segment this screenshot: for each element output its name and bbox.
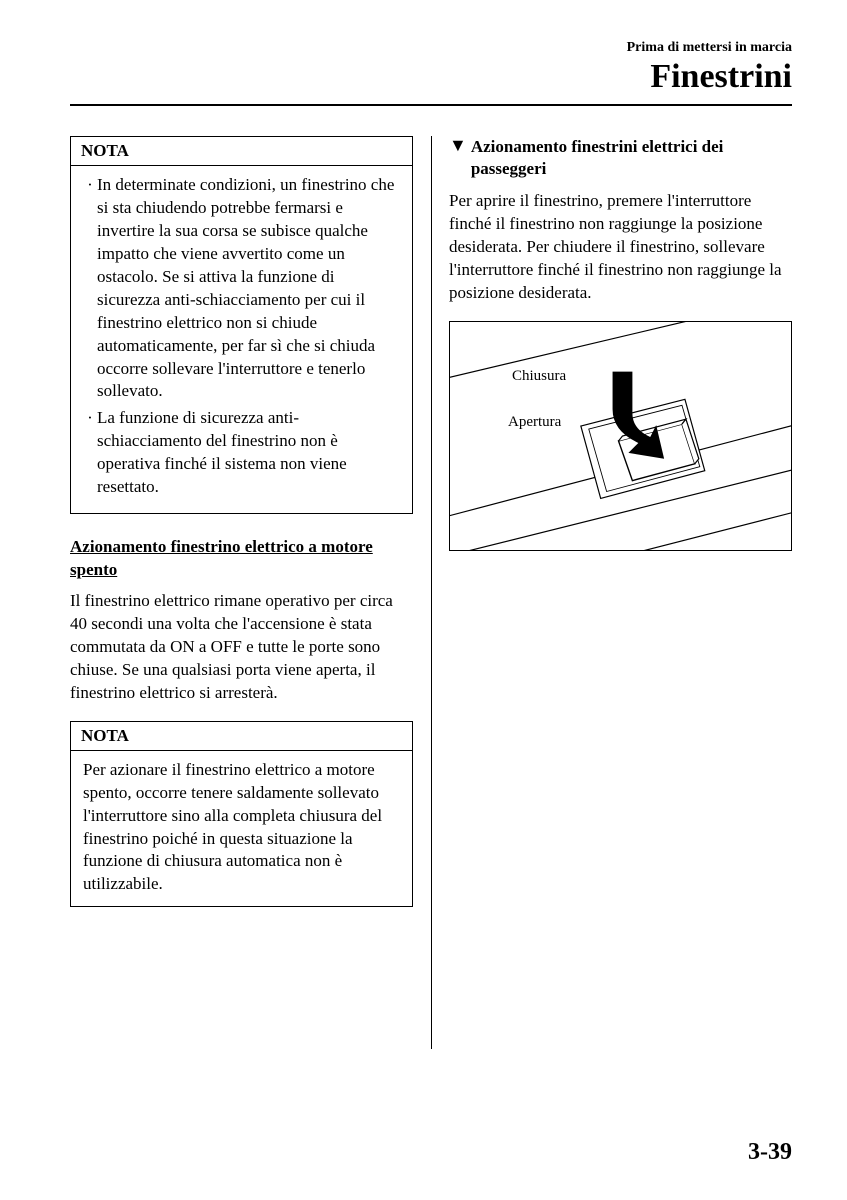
bullet-text: La funzione di sicurezza anti-schiacciam…	[97, 407, 400, 499]
page-header: Prima di mettersi in marcia Finestrini	[70, 40, 792, 96]
page-title: Finestrini	[70, 58, 792, 96]
triangle-down-icon: ▼	[449, 136, 467, 154]
body-paragraph: Per aprire il finestrino, premere l'inte…	[449, 190, 792, 305]
left-column: NOTA · In determinate condizioni, un fin…	[70, 136, 431, 929]
section-title: Azionamento finestrini elettrici dei pas…	[471, 136, 792, 180]
nota-body: · In determinate condizioni, un finestri…	[71, 166, 412, 513]
page-number: 3-39	[748, 1139, 792, 1166]
nota-box-2: NOTA Per azionare il finestrino elettric…	[70, 721, 413, 908]
nota-body: Per azionare il finestrino elettrico a m…	[71, 751, 412, 907]
section-title-row: ▼ Azionamento finestrini elettrici dei p…	[449, 136, 792, 180]
bullet-dot-icon: ·	[83, 407, 97, 499]
window-switch-diagram: Chiusura Apertura	[449, 321, 792, 551]
right-column: ▼ Azionamento finestrini elettrici dei p…	[431, 136, 792, 929]
nota-label: NOTA	[71, 137, 412, 166]
bullet-item: · In determinate condizioni, un finestri…	[83, 174, 400, 403]
bullet-dot-icon: ·	[83, 174, 97, 403]
column-divider	[431, 136, 432, 1049]
subheading-engine-off: Azionamento finestrino elettrico a motor…	[70, 536, 413, 582]
chapter-label: Prima di mettersi in marcia	[70, 40, 792, 56]
bullet-item: · La funzione di sicurezza anti-schiacci…	[83, 407, 400, 499]
diagram-label-close: Chiusura	[512, 368, 566, 385]
bullet-text: In determinate condizioni, un finestrino…	[97, 174, 400, 403]
diagram-label-open: Apertura	[508, 414, 561, 431]
nota-box-1: NOTA · In determinate condizioni, un fin…	[70, 136, 413, 514]
body-paragraph: Il finestrino elettrico rimane operativo…	[70, 590, 413, 705]
diagram-svg	[450, 322, 791, 550]
header-rule	[70, 104, 792, 106]
content-columns: NOTA · In determinate condizioni, un fin…	[70, 136, 792, 929]
nota-label: NOTA	[71, 722, 412, 751]
